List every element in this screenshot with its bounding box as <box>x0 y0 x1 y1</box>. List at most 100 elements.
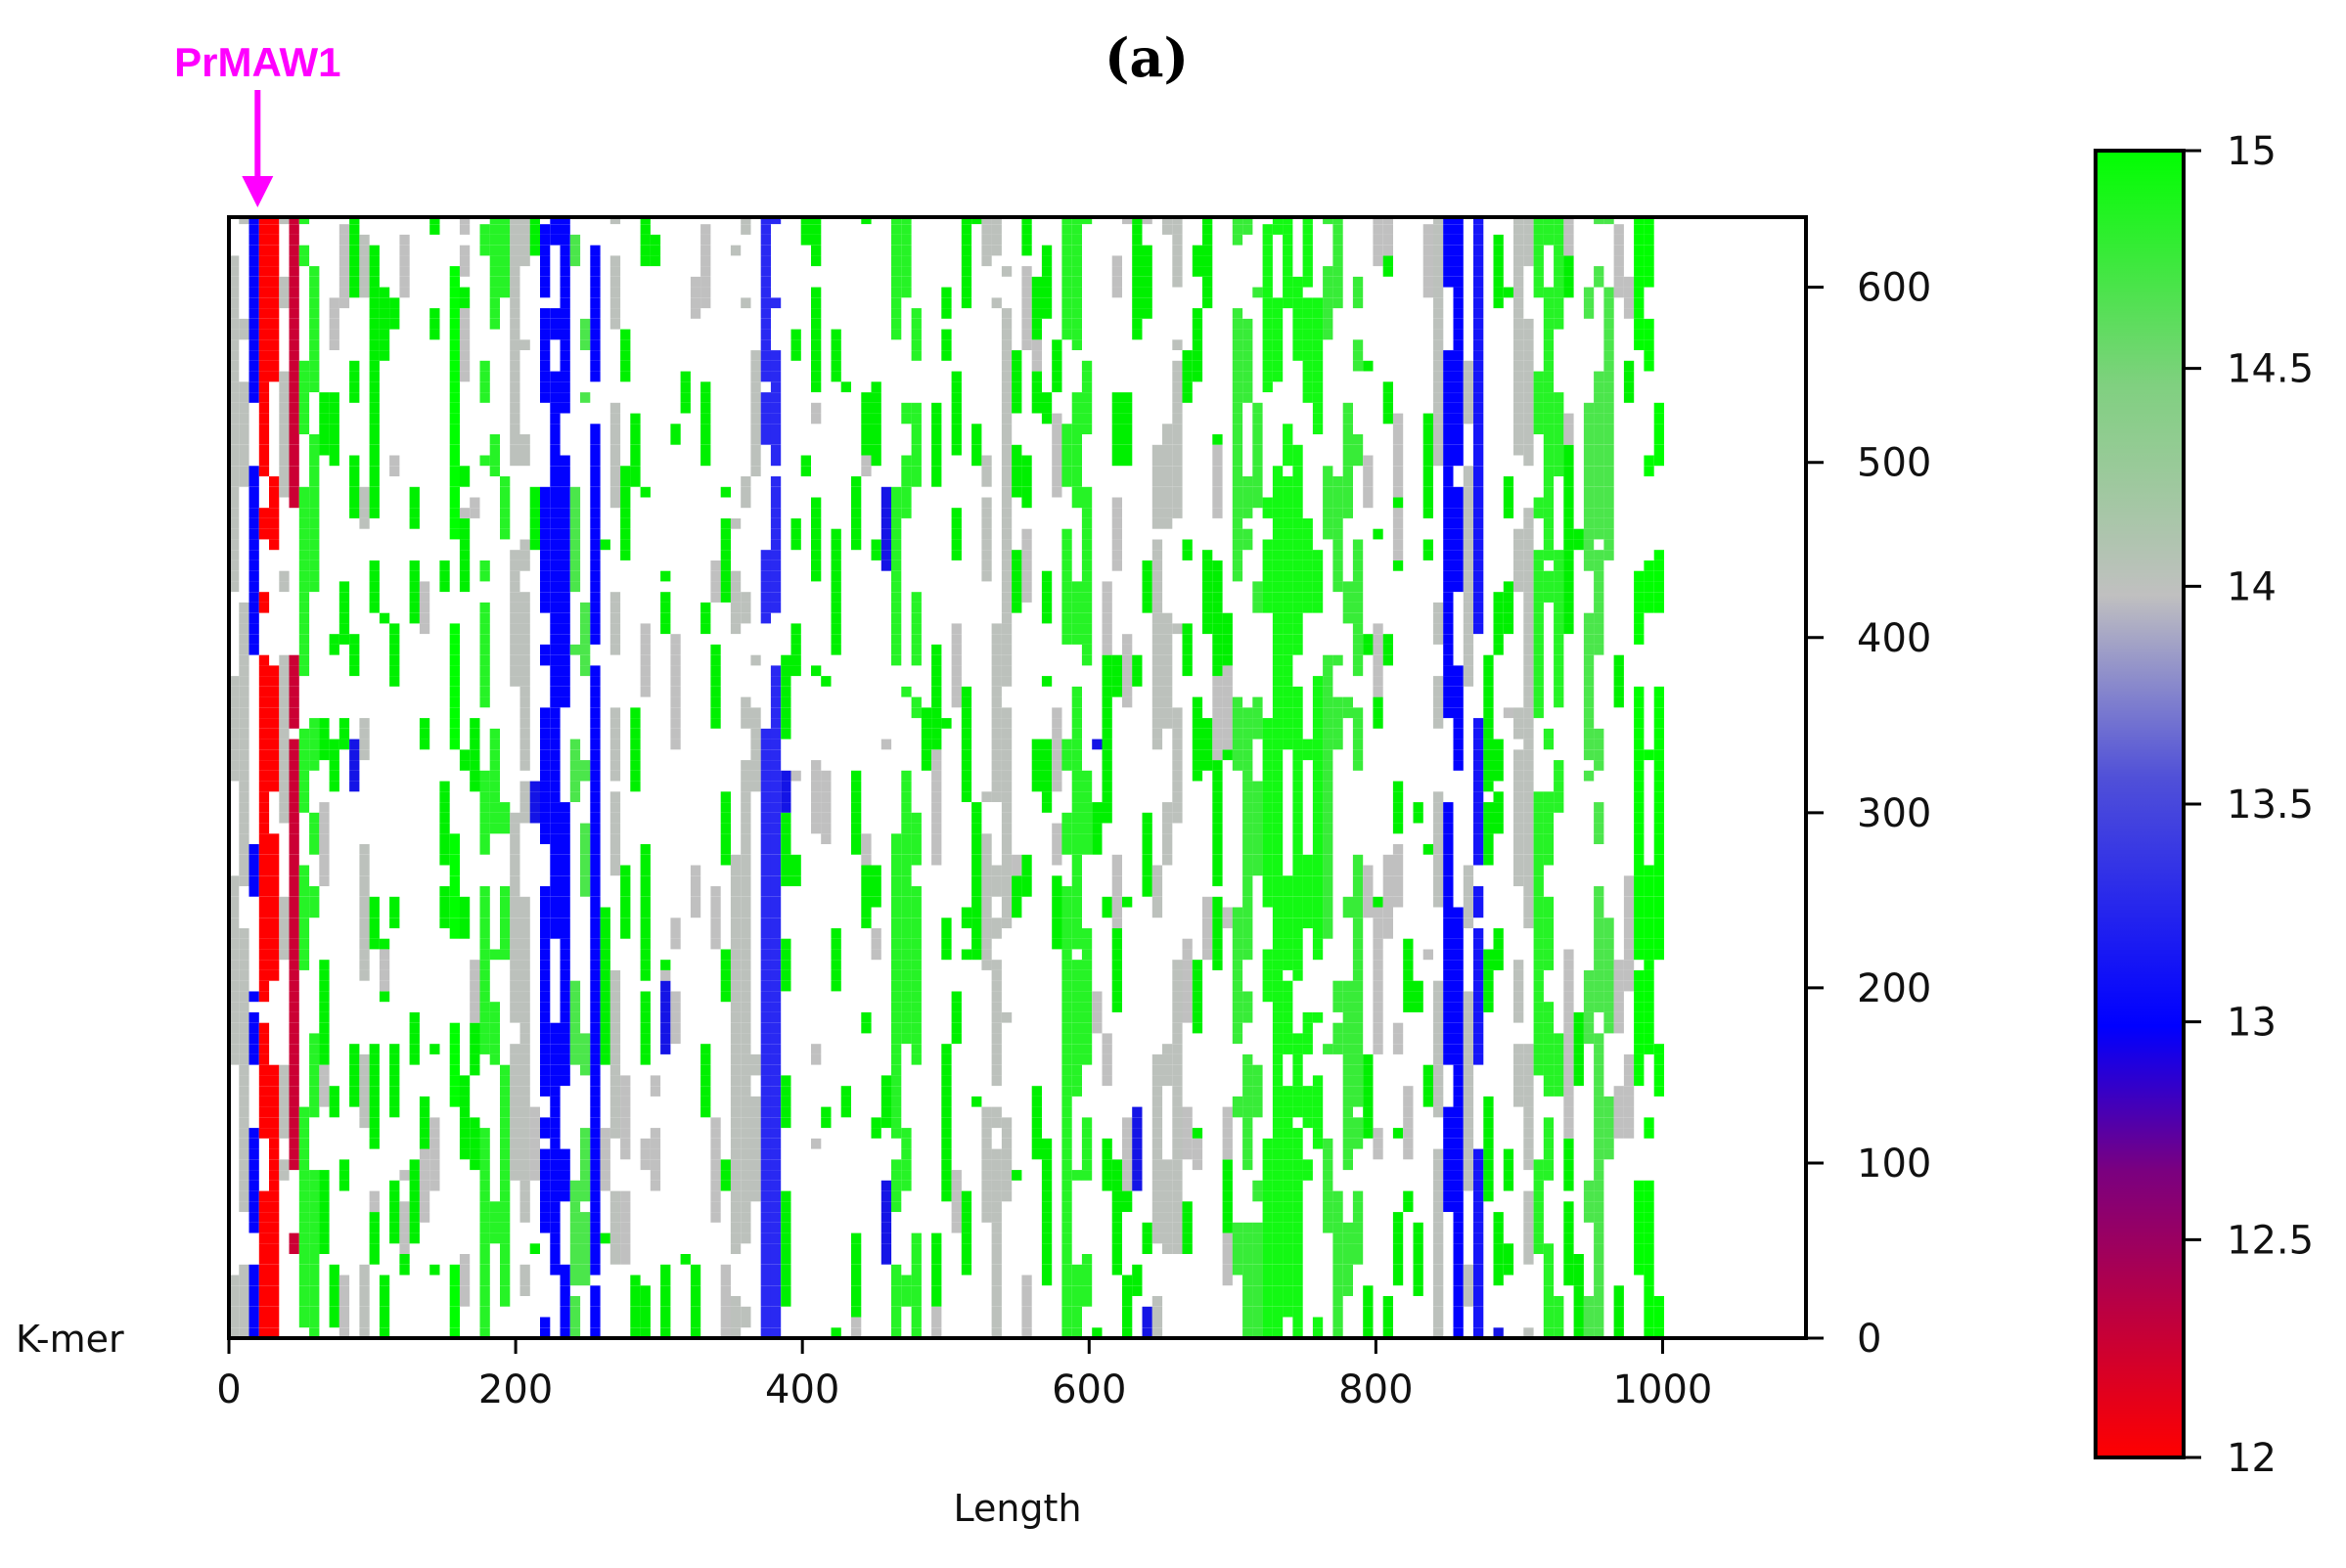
heatmap-cell <box>489 1022 500 1034</box>
heatmap-cell <box>269 486 280 498</box>
heatmap-cell <box>258 318 270 330</box>
heatmap-cell <box>1031 392 1042 403</box>
heatmap-cell <box>590 486 601 498</box>
heatmap-cell <box>741 718 751 729</box>
heatmap-cell <box>741 823 751 834</box>
heatmap-cell <box>489 466 500 476</box>
heatmap-cell <box>781 854 791 866</box>
heatmap-cell <box>590 602 601 613</box>
heatmap-cell <box>770 413 782 425</box>
heatmap-cell <box>1283 1138 1293 1149</box>
heatmap-cell <box>1061 739 1072 750</box>
heatmap-cell <box>1081 1117 1093 1129</box>
heatmap-cell <box>289 918 299 928</box>
heatmap-cell <box>329 1096 339 1107</box>
heatmap-cell <box>1041 581 1053 593</box>
heatmap-cell <box>1232 560 1243 571</box>
heatmap-cell <box>1262 360 1273 372</box>
heatmap-cell <box>1071 1011 1082 1023</box>
heatmap-cell <box>931 1285 942 1296</box>
heatmap-cell <box>289 424 299 434</box>
heatmap-cell <box>760 760 771 771</box>
heatmap-cell <box>1102 770 1112 782</box>
heatmap-cell <box>510 1064 520 1076</box>
heatmap-cell <box>1323 707 1333 719</box>
heatmap-cell <box>1272 1232 1284 1244</box>
heatmap-cell <box>459 907 471 918</box>
heatmap-cell <box>1302 1117 1313 1129</box>
heatmap-cell <box>1222 1170 1233 1181</box>
heatmap-cell <box>329 781 339 792</box>
heatmap-cell <box>258 1285 270 1296</box>
heatmap-cell <box>449 424 460 434</box>
heatmap-cell <box>1061 1327 1072 1338</box>
heatmap-cell <box>741 1180 751 1191</box>
heatmap-cell <box>991 1022 1002 1034</box>
heatmap-cell <box>891 518 902 529</box>
heatmap-cell <box>319 1044 330 1054</box>
heatmap-cell <box>1061 276 1072 288</box>
heatmap-cell <box>239 1002 249 1012</box>
heatmap-cell <box>470 980 480 992</box>
heatmap-cell <box>449 665 460 677</box>
heatmap-cell <box>609 1033 621 1045</box>
heatmap-cell <box>891 980 902 992</box>
heatmap-cell <box>560 360 570 372</box>
heatmap-cell <box>760 823 771 834</box>
heatmap-cell <box>510 255 520 267</box>
heatmap-cell <box>470 770 480 782</box>
heatmap-cell <box>239 1053 249 1065</box>
heatmap-cell <box>1071 318 1082 330</box>
heatmap-cell <box>670 676 681 687</box>
heatmap-cell <box>1202 581 1213 593</box>
heatmap-cell <box>1342 497 1353 509</box>
heatmap-cell <box>1222 676 1233 687</box>
heatmap-cell <box>1061 1170 1072 1181</box>
heatmap-cell <box>1232 508 1243 518</box>
heatmap-cell <box>600 1002 610 1012</box>
heatmap-cell <box>1392 844 1404 855</box>
heatmap-cell <box>540 707 551 719</box>
heatmap-cell <box>991 1232 1002 1244</box>
heatmap-cell <box>258 844 270 855</box>
heatmap-cell <box>429 1180 440 1191</box>
heatmap-cell <box>1052 350 1062 361</box>
heatmap-cell <box>1081 371 1093 382</box>
heatmap-cell <box>1302 907 1313 918</box>
heatmap-cell <box>1162 812 1173 824</box>
heatmap-cell <box>309 1285 320 1296</box>
heatmap-cell <box>550 1022 561 1034</box>
heatmap-cell <box>620 1075 631 1087</box>
heatmap-cell <box>1302 749 1313 761</box>
heatmap-cell <box>1292 1086 1303 1097</box>
heatmap-cell <box>760 739 771 750</box>
heatmap-cell <box>1312 570 1324 582</box>
heatmap-cell <box>1061 1033 1072 1045</box>
heatmap-cell <box>1202 760 1213 771</box>
heatmap-cell <box>550 1170 561 1181</box>
heatmap-cell <box>831 602 841 613</box>
heatmap-cell <box>770 728 782 739</box>
heatmap-cell <box>911 1053 922 1065</box>
heatmap-cell <box>519 1285 530 1296</box>
heatmap-cell <box>289 1138 299 1149</box>
heatmap-cell <box>891 1117 902 1129</box>
heatmap-cell <box>1111 1170 1122 1181</box>
heatmap-cell <box>961 234 972 246</box>
heatmap-cell <box>510 1170 520 1181</box>
heatmap-cell <box>479 455 490 467</box>
heatmap-cell <box>1052 928 1062 939</box>
heatmap-cell <box>470 1159 480 1171</box>
heatmap-cell <box>1352 602 1364 613</box>
heatmap-cell <box>1392 854 1404 866</box>
heatmap-cell <box>1081 581 1093 593</box>
heatmap-cell <box>279 791 290 802</box>
heatmap-cell <box>459 1096 471 1107</box>
heatmap-cell <box>510 297 520 309</box>
heatmap-cell <box>1262 602 1273 613</box>
heatmap-cell <box>1352 728 1364 739</box>
heatmap-cell <box>981 1180 992 1191</box>
heatmap-cell <box>891 276 902 288</box>
heatmap-cell <box>590 854 601 866</box>
heatmap-cell <box>1001 707 1013 719</box>
